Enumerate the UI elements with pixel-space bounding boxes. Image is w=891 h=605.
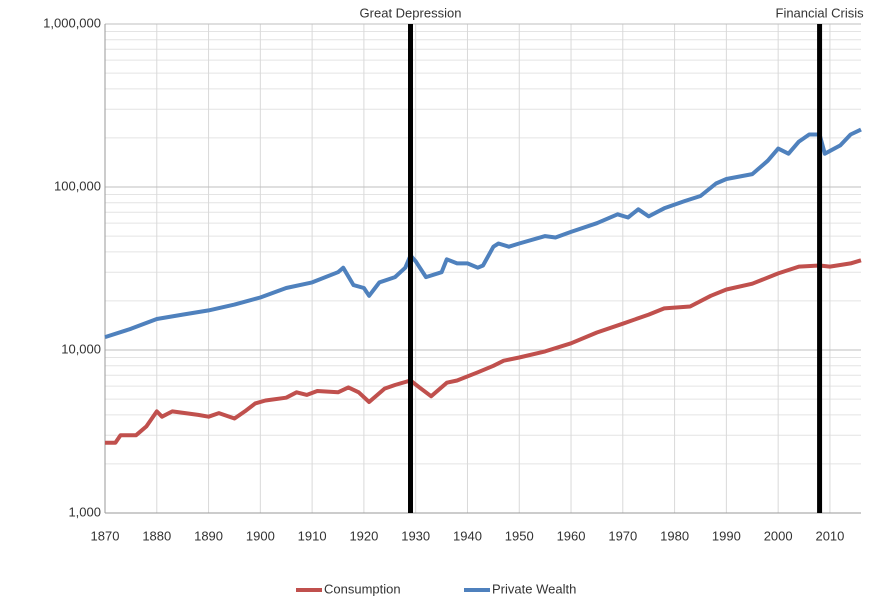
x-tick-label: 1890 <box>194 528 223 543</box>
annotation: Great Depression <box>360 5 462 20</box>
y-tick-label: 10,000 <box>61 341 101 356</box>
series-line <box>104 127 862 340</box>
y-tick-label: 1,000,000 <box>43 15 101 30</box>
x-tick-label: 1950 <box>505 528 534 543</box>
x-tick-label: 1870 <box>91 528 120 543</box>
y-tick-label: 100,000 <box>54 178 101 193</box>
x-tick-label: 2000 <box>764 528 793 543</box>
x-tick-label: 1990 <box>712 528 741 543</box>
x-tick-label: 1970 <box>608 528 637 543</box>
x-tick-label: 2010 <box>815 528 844 543</box>
x-tick-label: 1910 <box>298 528 327 543</box>
x-tick-label: 1920 <box>349 528 378 543</box>
x-tick-label: 1900 <box>246 528 275 543</box>
legend-label: Private Wealth <box>492 581 576 596</box>
x-tick-label: 1980 <box>660 528 689 543</box>
annotation: Financial Crisis <box>776 5 865 20</box>
y-tick-label: 1,000 <box>68 504 101 519</box>
x-tick-label: 1930 <box>401 528 430 543</box>
x-tick-label: 1880 <box>142 528 171 543</box>
x-tick-label: 1940 <box>453 528 482 543</box>
x-tick-label: 1960 <box>557 528 586 543</box>
series-line <box>105 258 862 445</box>
legend-label: Consumption <box>324 581 401 596</box>
